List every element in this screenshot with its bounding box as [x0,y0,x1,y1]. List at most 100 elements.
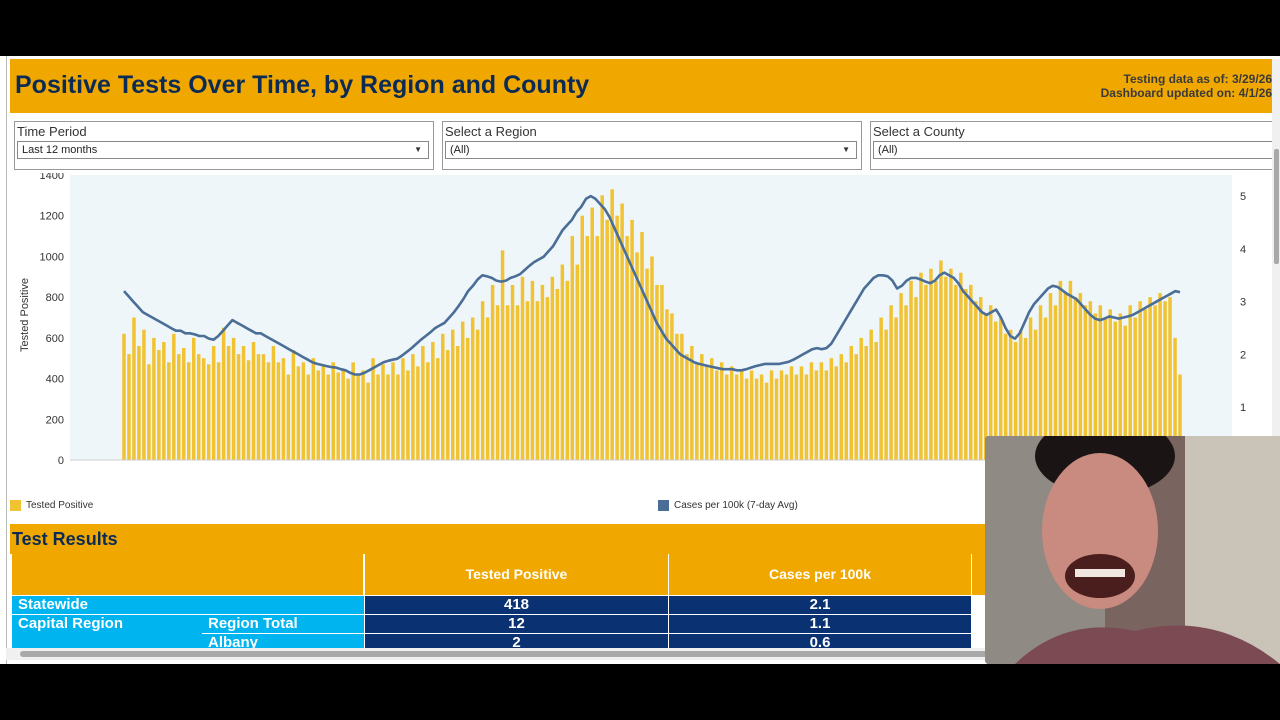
bar [680,333,684,460]
bar [401,358,405,460]
bar [266,362,271,460]
bar [799,366,804,460]
bar [909,280,913,460]
bar [251,341,256,460]
webcam-overlay [985,436,1280,664]
bar [451,329,455,460]
y-tick-label: 1000 [40,251,64,263]
bar [1143,309,1147,460]
bar [565,280,570,460]
y2-tick-label: 2 [1240,349,1246,361]
bar [326,374,330,460]
county-select[interactable]: (All) [873,141,1280,159]
bar [1093,313,1098,460]
bar [1133,317,1137,460]
county-filter: Select a County (All) [870,121,1280,170]
bar [1068,280,1073,460]
y-tick-label: 0 [58,455,64,467]
bar [1158,293,1162,460]
bar [829,358,834,460]
page-title: Positive Tests Over Time, by Region and … [15,71,590,99]
bar [595,236,599,460]
bar [371,358,375,460]
bar [1173,337,1177,460]
bar [824,370,829,460]
bar [346,378,350,460]
bar [157,350,161,460]
legend-bar-label: Tested Positive [26,500,94,511]
bar [615,215,619,460]
legend-line-label: Cases per 100k (7-day Avg) [674,500,798,511]
bar [739,370,744,460]
bar [147,364,151,460]
bar [311,358,316,460]
horizontal-scrollbar-thumb[interactable] [20,651,1020,657]
vertical-scrollbar-thumb[interactable] [1274,149,1279,264]
county-value: (All) [878,144,898,156]
bar [809,362,814,460]
bar [993,321,998,460]
region-value: (All) [450,144,470,156]
row-albany-cases: 0.6 [668,634,971,652]
horizontal-scrollbar[interactable] [6,648,1272,660]
bar [889,305,893,460]
bar [954,284,958,460]
bar [271,346,276,460]
bar [700,354,704,460]
bar [376,374,380,460]
bar [1168,297,1172,460]
bar [665,309,669,460]
bar [894,317,898,460]
bar [211,346,216,460]
bar [979,297,983,460]
bar [331,362,335,460]
row-albany-label: Albany [202,634,364,652]
y-axis-label: Tested Positive [19,278,31,352]
row-albany-tested-positive: 2 [364,634,668,652]
table-header-blank [12,554,363,595]
row-capital-region-label: Capital Region [12,615,202,652]
bar [515,305,520,460]
region-select[interactable]: (All) ▼ [445,141,857,159]
bar [560,264,565,460]
bar [336,372,340,460]
bar [869,329,873,460]
bar [545,297,550,460]
row-region-total-cases: 1.1 [668,615,971,633]
bar [142,329,146,460]
bar [152,337,156,460]
bar [1043,317,1048,460]
bar [167,362,171,460]
region-label: Select a Region [445,124,537,139]
bar [864,346,868,460]
bar [182,348,186,460]
time-period-select[interactable]: Last 12 months ▼ [17,141,429,159]
bar [655,284,659,460]
bar [465,337,470,460]
chevron-down-icon[interactable]: ▼ [414,145,422,154]
bar [172,333,176,460]
row-region-total-tested-positive: 12 [364,615,668,633]
bar [431,341,435,460]
bar [510,284,515,460]
bar [695,362,699,460]
bar [381,364,385,460]
bar [1083,305,1088,460]
update-info: Testing data as of: 3/29/26 Dashboard up… [1032,72,1272,100]
bar [261,354,266,460]
county-label: Select a County [873,124,965,139]
region-filter: Select a Region (All) ▼ [442,121,862,170]
vertical-scrollbar[interactable] [1272,59,1280,659]
bar [974,301,978,460]
bar [455,346,460,460]
chevron-down-icon[interactable]: ▼ [842,145,850,154]
bar [804,374,809,460]
bar [904,305,908,460]
bar [914,297,918,460]
bar [490,284,495,460]
bar [734,374,739,460]
bar [1033,329,1038,460]
y-tick-label: 1200 [40,211,64,223]
bar [779,370,784,460]
bar [525,301,530,460]
